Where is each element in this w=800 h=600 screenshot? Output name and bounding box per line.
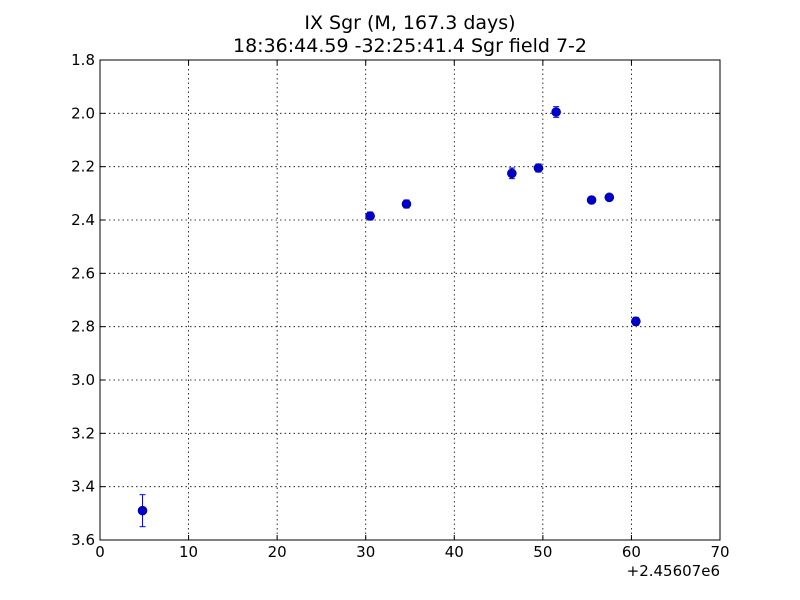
x-tick-label: 30 (356, 543, 375, 561)
y-tick-label: 3.6 (71, 531, 95, 549)
y-tick-label: 2.0 (71, 104, 95, 122)
data-point-group (401, 199, 412, 209)
x-tick-label: 20 (268, 543, 287, 561)
data-point-group (551, 106, 561, 118)
data-point (551, 107, 561, 117)
plot-frame (99, 59, 721, 541)
x-tick-label: 0 (95, 543, 105, 561)
y-tick-label: 2.8 (71, 318, 95, 336)
x-tick-label: 50 (533, 543, 552, 561)
data-point-group (533, 163, 544, 173)
data-point-group (137, 494, 148, 528)
x-tick-label: 40 (445, 543, 464, 561)
data-point-group (604, 192, 615, 203)
data-point (586, 195, 597, 205)
data-point-group (631, 316, 641, 327)
data-point (137, 505, 148, 516)
data-point (401, 199, 412, 209)
y-tick-label: 2.4 (71, 211, 95, 229)
y-tick-label: 2.2 (71, 158, 95, 176)
y-tick-label: 3.0 (71, 371, 95, 389)
y-tick-label: 3.2 (71, 424, 95, 442)
y-tick-label: 2.6 (71, 264, 95, 282)
x-tick-label: 10 (179, 543, 198, 561)
data-series (137, 106, 641, 528)
axis-ticks: 0 10 20 30 40 50 60 70 1.8 2.0 2.2 2.4 2.6 2.8 3.0 3.2 3… (71, 51, 729, 561)
chart-subtitle: 18:36:44.59 -32:25:41.4 Sgr field 7-2 (233, 35, 587, 57)
x-offset-label: +2.45607e6 (627, 562, 720, 580)
data-point (507, 168, 517, 179)
data-point (604, 192, 615, 203)
x-tick-label: 70 (710, 543, 729, 561)
chart-title: IX Sgr (M, 167.3 days) (304, 12, 515, 34)
data-point (365, 211, 375, 221)
x-tick-label: 60 (622, 543, 641, 561)
y-tick-label: 3.4 (71, 478, 95, 496)
y-tick-label: 1.8 (71, 51, 95, 69)
data-point-group (365, 211, 375, 221)
data-point (631, 316, 641, 327)
grid (100, 60, 720, 540)
data-point-group (507, 167, 517, 180)
data-point (533, 163, 544, 173)
data-point-group (586, 195, 597, 205)
